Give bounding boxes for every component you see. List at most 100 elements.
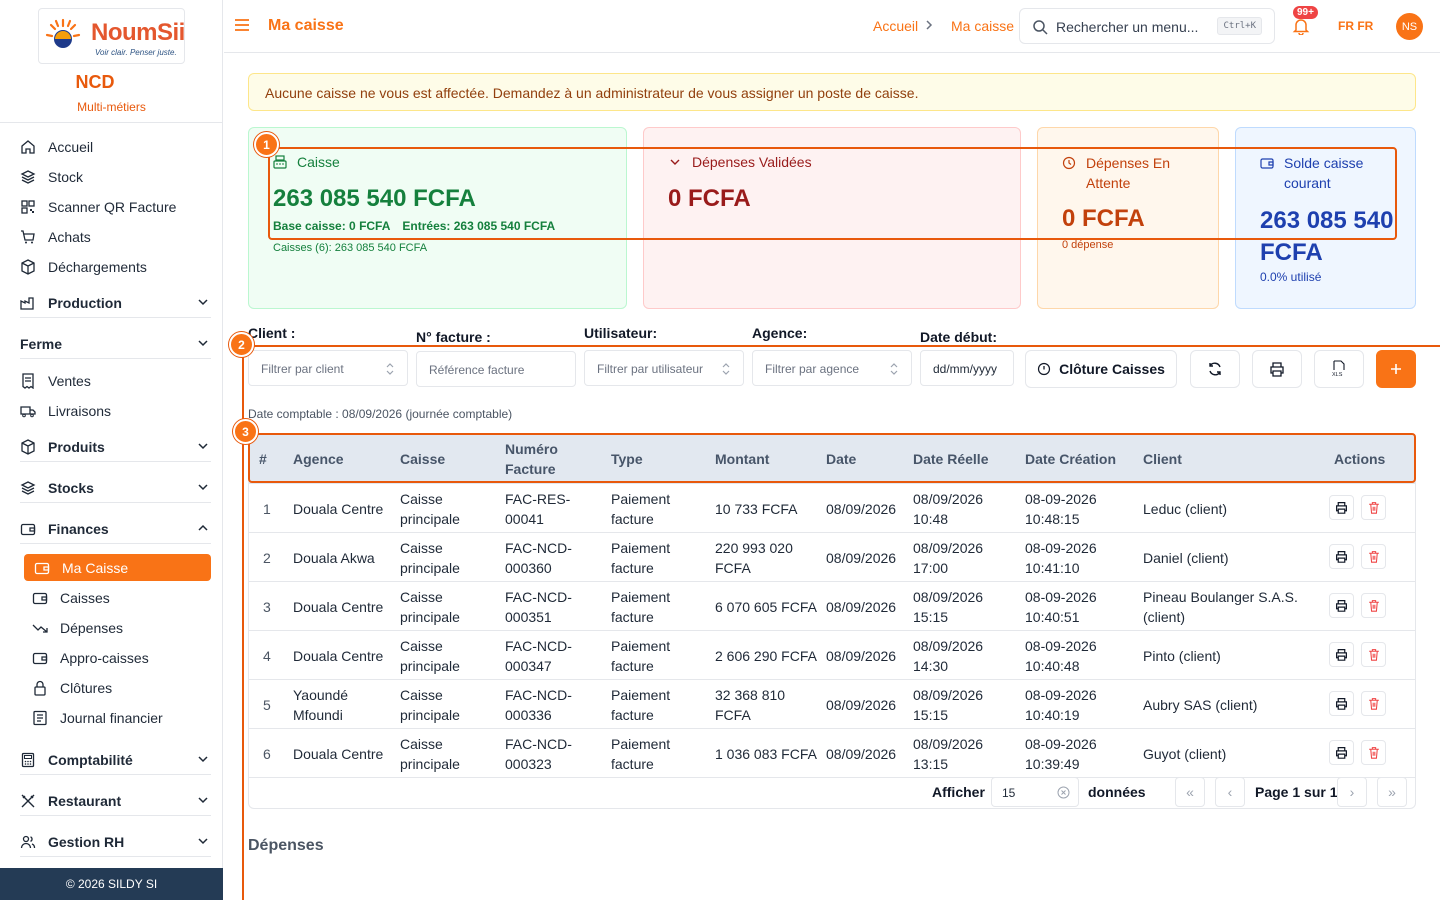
sidebar-item-accueil[interactable]: Accueil bbox=[20, 134, 93, 160]
sidebar-group-stocks[interactable]: Stocks bbox=[20, 473, 211, 503]
card-label: Dépenses Validées bbox=[668, 154, 812, 170]
col-header[interactable]: Client bbox=[1143, 451, 1182, 467]
print-row-button[interactable] bbox=[1329, 740, 1354, 765]
cell-client: Daniel (client) bbox=[1143, 549, 1229, 566]
sidebar-item-ma-caisse[interactable]: Ma Caisse bbox=[24, 554, 211, 581]
delete-row-button[interactable] bbox=[1361, 642, 1386, 667]
print-row-button[interactable] bbox=[1329, 691, 1354, 716]
search-placeholder: Rechercher un menu... bbox=[1056, 19, 1199, 35]
client-filter-select[interactable]: Filtrer par client bbox=[248, 350, 408, 386]
print-row-button[interactable] bbox=[1329, 642, 1354, 667]
sidebar-item-depenses[interactable]: Dépenses bbox=[32, 615, 123, 641]
cell-facture: FAC-NCD-000347 bbox=[505, 637, 572, 674]
sidebar-group-production[interactable]: Production bbox=[20, 288, 211, 318]
table-row[interactable]: 2 Douala Akwa Caisse principale FAC-NCD-000… bbox=[249, 533, 1415, 582]
print-button[interactable] bbox=[1252, 350, 1302, 388]
sidebar-item-label: Scanner QR Facture bbox=[48, 199, 177, 215]
sidebar-item-caisses[interactable]: Caisses bbox=[32, 585, 110, 611]
sidebar-item-achats[interactable]: Achats bbox=[20, 224, 91, 250]
col-header[interactable]: Caisse bbox=[400, 451, 446, 467]
table-row[interactable]: 6 Douala Centre Caisse principale FAC-NCD-0… bbox=[249, 729, 1415, 778]
table-row[interactable]: 3 Douala Centre Caisse principale FAC-NCD-0… bbox=[249, 582, 1415, 631]
sidebar-item-journal-financier[interactable]: Journal financier bbox=[32, 705, 163, 731]
user-filter-select[interactable]: Filtrer par utilisateur bbox=[584, 350, 744, 386]
delete-row-button[interactable] bbox=[1361, 544, 1386, 569]
table-row[interactable]: 4 Douala Centre Caisse principale FAC-NCD-0… bbox=[249, 631, 1415, 680]
sidebar-item-ventes[interactable]: Ventes bbox=[20, 368, 91, 394]
cell-n: 5 bbox=[263, 696, 271, 713]
updown-icon bbox=[386, 363, 394, 375]
print-row-button[interactable] bbox=[1329, 593, 1354, 618]
first-page-button[interactable]: « bbox=[1175, 777, 1205, 807]
sidebar-item-label: Caisses bbox=[60, 590, 110, 606]
facture-placeholder: Référence facture bbox=[429, 363, 525, 377]
sidebar-item-label: Ventes bbox=[48, 373, 91, 389]
delete-row-button[interactable] bbox=[1361, 495, 1386, 520]
card-depenses-attente: Dépenses En Attente 0 FCFA 0 dépense bbox=[1037, 127, 1219, 309]
cloture-caisses-button[interactable]: Clôture Caisses bbox=[1025, 350, 1177, 388]
delete-row-button[interactable] bbox=[1361, 740, 1386, 765]
print-row-button[interactable] bbox=[1329, 495, 1354, 520]
sidebar-group-produits[interactable]: Produits bbox=[20, 432, 211, 462]
sidebar: NoumSii Voir clair. Penser juste. NCD Mu… bbox=[0, 0, 223, 900]
updown-icon bbox=[890, 363, 898, 375]
date-debut-input[interactable]: dd/mm/yyyy bbox=[920, 350, 1014, 386]
sidebar-group-comptabilite[interactable]: Comptabilité bbox=[20, 745, 211, 775]
col-header[interactable]: Agence bbox=[293, 451, 344, 467]
table-row[interactable]: 5 Yaoundé Mfoundi Caisse principale FAC-NCD… bbox=[249, 680, 1415, 729]
col-header[interactable]: Date Création bbox=[1025, 451, 1117, 467]
sidebar-group-finances[interactable]: Finances bbox=[20, 514, 211, 544]
menu-icon[interactable] bbox=[234, 18, 250, 32]
logo[interactable]: NoumSii Voir clair. Penser juste. bbox=[38, 8, 185, 64]
col-header[interactable]: Date Réelle bbox=[913, 451, 989, 467]
add-button[interactable] bbox=[1376, 350, 1416, 388]
receipt-icon bbox=[22, 373, 34, 389]
sidebar-group-restaurant[interactable]: Restaurant bbox=[20, 786, 211, 816]
sidebar-item-appro-caisses[interactable]: Appro-caisses bbox=[32, 645, 149, 671]
cell-date-creation: 08-09-2026 10:40:19 bbox=[1025, 686, 1097, 723]
divider bbox=[0, 122, 223, 123]
card-label-text: Dépenses Validées bbox=[692, 154, 812, 170]
facture-filter-input[interactable]: Référence facture bbox=[416, 351, 576, 387]
chevron-down-icon bbox=[198, 797, 208, 804]
table-row[interactable]: 1 Douala Centre Caisse principale FAC-RES-0… bbox=[249, 484, 1415, 533]
sidebar-group-ferme[interactable]: Ferme bbox=[20, 329, 211, 359]
avatar[interactable]: NS bbox=[1396, 13, 1423, 40]
export-xls-button[interactable]: XLS bbox=[1314, 350, 1364, 388]
card-label-text: Dépenses En Attente bbox=[1086, 153, 1170, 193]
language-selector[interactable]: FR FR bbox=[1338, 19, 1373, 33]
label-line: courant bbox=[1284, 175, 1331, 191]
col-header[interactable]: Type bbox=[611, 451, 643, 467]
cell-montant: 6 070 605 FCFA bbox=[715, 598, 817, 615]
annotation-line-2 bbox=[243, 345, 1440, 347]
afficher-label: Afficher bbox=[932, 784, 985, 800]
last-page-button[interactable]: » bbox=[1377, 777, 1407, 807]
refresh-button[interactable] bbox=[1190, 350, 1240, 388]
sidebar-group-gestion-rh[interactable]: Gestion RH bbox=[20, 827, 211, 857]
print-row-button[interactable] bbox=[1329, 544, 1354, 569]
prev-page-button[interactable]: ‹ bbox=[1215, 777, 1245, 807]
sidebar-item-scanner-qr[interactable]: Scanner QR Facture bbox=[20, 194, 176, 220]
page-size-select[interactable]: 15 bbox=[991, 777, 1079, 807]
col-header[interactable]: Numéro Facture bbox=[505, 441, 558, 477]
col-header[interactable]: Montant bbox=[715, 451, 770, 467]
sidebar-item-livraisons[interactable]: Livraisons bbox=[20, 398, 111, 424]
delete-row-button[interactable] bbox=[1361, 691, 1386, 716]
breadcrumb-accueil[interactable]: Accueil bbox=[873, 18, 919, 34]
agence-filter-select[interactable]: Filtrer par agence bbox=[752, 350, 912, 386]
sidebar-item-dechargements[interactable]: Déchargements bbox=[20, 254, 147, 280]
search-input[interactable]: Rechercher un menu... Ctrl+K bbox=[1019, 8, 1275, 44]
clear-icon[interactable] bbox=[1057, 786, 1070, 799]
bell-icon[interactable] bbox=[1292, 17, 1310, 35]
card-caisse: Caisse 263 085 540 FCFA Base caisse: 0 F… bbox=[248, 127, 627, 309]
next-page-button[interactable]: › bbox=[1337, 777, 1367, 807]
clock-icon bbox=[1062, 156, 1076, 170]
shortcut-badge: Ctrl+K bbox=[1217, 17, 1262, 35]
sidebar-item-clotures[interactable]: Clôtures bbox=[32, 675, 112, 701]
col-header[interactable]: Date bbox=[826, 451, 857, 467]
client-placeholder: Filtrer par client bbox=[261, 362, 344, 376]
sidebar-item-stock[interactable]: Stock bbox=[20, 164, 83, 190]
card-depenses-validees: Dépenses Validées 0 FCFA bbox=[643, 127, 1021, 309]
chevron-down-icon bbox=[198, 838, 208, 845]
delete-row-button[interactable] bbox=[1361, 593, 1386, 618]
